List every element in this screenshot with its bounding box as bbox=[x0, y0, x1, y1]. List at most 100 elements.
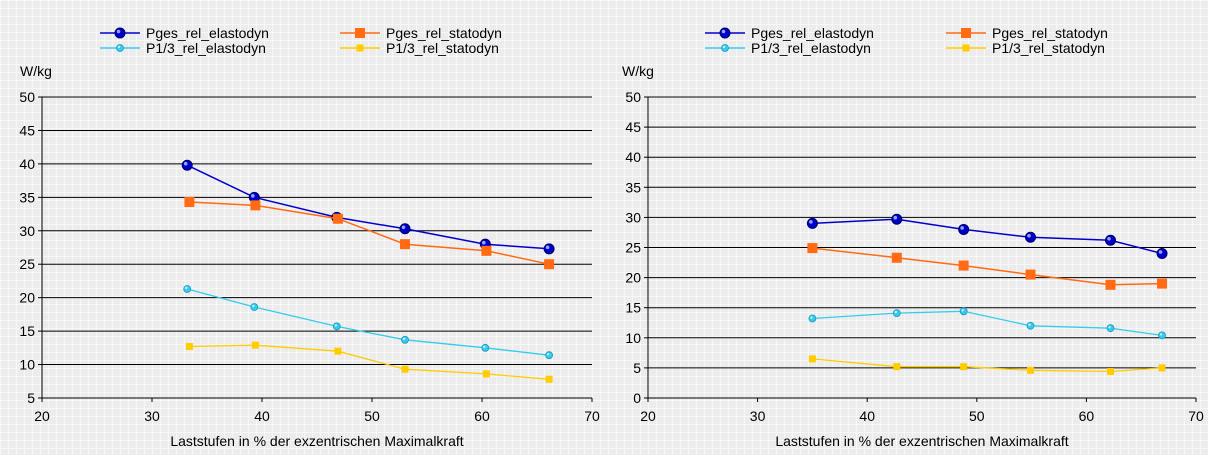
data-point bbox=[332, 213, 343, 224]
y-tick-label: 50 bbox=[19, 89, 35, 105]
y-tick-label: 45 bbox=[19, 122, 35, 138]
series-3 bbox=[183, 285, 553, 360]
data-point bbox=[481, 245, 492, 256]
data-point bbox=[1156, 248, 1168, 260]
legend-marker bbox=[355, 28, 365, 38]
data-point-highlight bbox=[483, 345, 486, 349]
data-point bbox=[544, 259, 555, 270]
y-axis-label: W/kg bbox=[622, 63, 654, 79]
data-point bbox=[185, 342, 193, 350]
y-tick-label: 50 bbox=[625, 89, 641, 105]
y-tick-label: 35 bbox=[625, 179, 641, 195]
data-point bbox=[482, 370, 490, 378]
series-2 bbox=[184, 197, 555, 270]
series-line bbox=[812, 310, 1163, 337]
x-tick-label: 40 bbox=[859, 408, 875, 424]
data-point-highlight bbox=[1158, 250, 1163, 254]
x-tick-label: 60 bbox=[1079, 408, 1095, 424]
legend-marker-highlight bbox=[117, 45, 121, 49]
data-point bbox=[401, 335, 409, 344]
data-point-highlight bbox=[961, 309, 964, 312]
data-point bbox=[958, 223, 970, 235]
data-point bbox=[808, 355, 816, 363]
data-point bbox=[183, 285, 192, 293]
legend-marker bbox=[116, 44, 124, 52]
x-tick-label: 20 bbox=[640, 408, 656, 424]
x-tick-label: 60 bbox=[474, 408, 490, 424]
legend-label: Pges_rel_elastodyn bbox=[751, 25, 874, 41]
legend-marker-highlight bbox=[116, 29, 121, 34]
data-point-highlight bbox=[545, 245, 550, 250]
data-point bbox=[184, 197, 195, 208]
x-tick-label: 50 bbox=[364, 408, 380, 424]
series-3 bbox=[808, 307, 1166, 340]
x-tick-label: 50 bbox=[969, 408, 985, 424]
data-point bbox=[332, 322, 341, 331]
data-point bbox=[1025, 269, 1036, 280]
legend-entry: P1/3_rel_statodyn bbox=[340, 40, 499, 56]
data-point-highlight bbox=[810, 316, 813, 319]
data-point bbox=[1157, 278, 1168, 289]
series-line bbox=[189, 344, 550, 380]
data-point bbox=[1105, 279, 1116, 290]
x-axis-label: Laststufen in % der exzentrischen Maxima… bbox=[775, 433, 1068, 449]
series-2 bbox=[807, 243, 1168, 290]
data-point-highlight bbox=[251, 194, 255, 198]
data-point-highlight bbox=[252, 304, 255, 308]
data-point bbox=[891, 213, 903, 225]
y-tick-label: 5 bbox=[27, 390, 35, 406]
y-tick-label: 15 bbox=[625, 300, 641, 316]
data-point bbox=[1106, 324, 1115, 333]
data-point bbox=[543, 243, 555, 255]
legend: Pges_rel_elastodyn Pges_rel_statodynP1/3_… bbox=[100, 25, 502, 56]
data-point bbox=[401, 365, 409, 373]
data-point-highlight bbox=[809, 220, 813, 224]
data-point bbox=[807, 243, 818, 254]
y-tick-label: 30 bbox=[625, 209, 641, 225]
y-tick-label: 0 bbox=[633, 390, 641, 406]
data-point-highlight bbox=[894, 310, 897, 314]
legend-marker-highlight bbox=[721, 29, 726, 34]
data-point-highlight bbox=[482, 240, 486, 245]
legend-marker bbox=[719, 27, 731, 39]
legend-label: P1/3_rel_elastodyn bbox=[146, 40, 266, 56]
y-tick-label: 20 bbox=[625, 270, 641, 286]
data-point bbox=[892, 309, 901, 318]
y-tick-label: 40 bbox=[625, 149, 641, 165]
data-point bbox=[1025, 231, 1037, 243]
data-point bbox=[545, 351, 553, 360]
data-point-highlight bbox=[1107, 236, 1111, 241]
x-tick-label: 30 bbox=[750, 408, 766, 424]
series-1 bbox=[181, 159, 555, 255]
data-point bbox=[1027, 366, 1035, 374]
y-tick-label: 35 bbox=[19, 189, 35, 205]
data-point-highlight bbox=[401, 225, 406, 230]
legend-label: Pges_rel_statodyn bbox=[992, 25, 1108, 41]
data-point bbox=[250, 200, 261, 211]
y-tick-label: 15 bbox=[19, 323, 35, 339]
series-line bbox=[186, 164, 550, 250]
series-line bbox=[812, 218, 1163, 255]
legend-entry: Pges_rel_elastodyn bbox=[100, 25, 269, 41]
x-tick-label: 40 bbox=[254, 408, 270, 424]
data-point bbox=[400, 239, 410, 250]
data-point bbox=[1158, 331, 1166, 340]
data-point bbox=[806, 217, 818, 229]
data-point bbox=[181, 159, 193, 171]
data-point-highlight bbox=[546, 352, 550, 356]
x-tick-label: 70 bbox=[1188, 408, 1204, 424]
legend-marker bbox=[721, 44, 729, 52]
data-point bbox=[481, 343, 490, 352]
x-tick-label: 20 bbox=[34, 408, 50, 424]
legend-entry: P1/3_rel_elastodyn bbox=[705, 40, 871, 56]
series-4 bbox=[808, 355, 1166, 376]
series-4 bbox=[185, 341, 553, 383]
chart-panel-1: 5 10 15 20 25 30 35 40 45 50 20 30 40 50 60 70 W/kg Lasts… bbox=[19, 25, 600, 449]
y-tick-label: 25 bbox=[19, 256, 35, 272]
data-point bbox=[808, 314, 817, 323]
legend-marker bbox=[356, 44, 364, 52]
x-tick-label: 70 bbox=[584, 408, 600, 424]
legend-label: Pges_rel_elastodyn bbox=[146, 25, 269, 41]
y-tick-label: 40 bbox=[19, 156, 35, 172]
data-point-highlight bbox=[1159, 333, 1163, 336]
